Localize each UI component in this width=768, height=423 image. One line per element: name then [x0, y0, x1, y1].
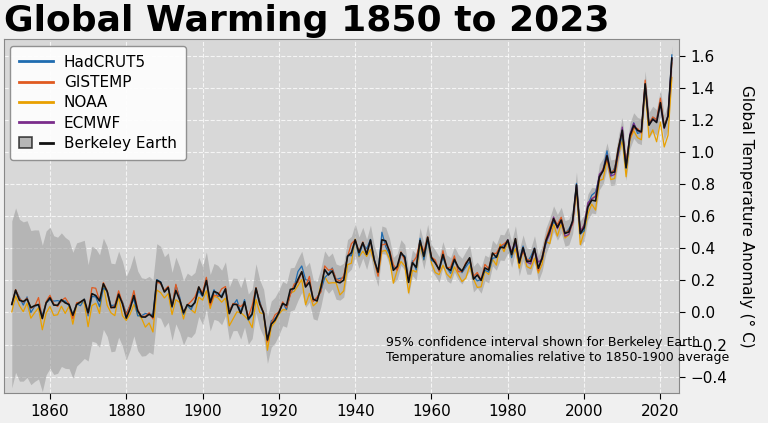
Text: 95% confidence interval shown for Berkeley Earth
Temperature anomalies relative : 95% confidence interval shown for Berkel… — [386, 336, 729, 365]
Legend: HadCRUT5, GISTEMP, NOAA, ECMWF, Berkeley Earth: HadCRUT5, GISTEMP, NOAA, ECMWF, Berkeley… — [10, 46, 186, 160]
Y-axis label: Global Temperature Anomaly (° C): Global Temperature Anomaly (° C) — [739, 85, 753, 347]
Text: Global Warming 1850 to 2023: Global Warming 1850 to 2023 — [4, 4, 610, 38]
